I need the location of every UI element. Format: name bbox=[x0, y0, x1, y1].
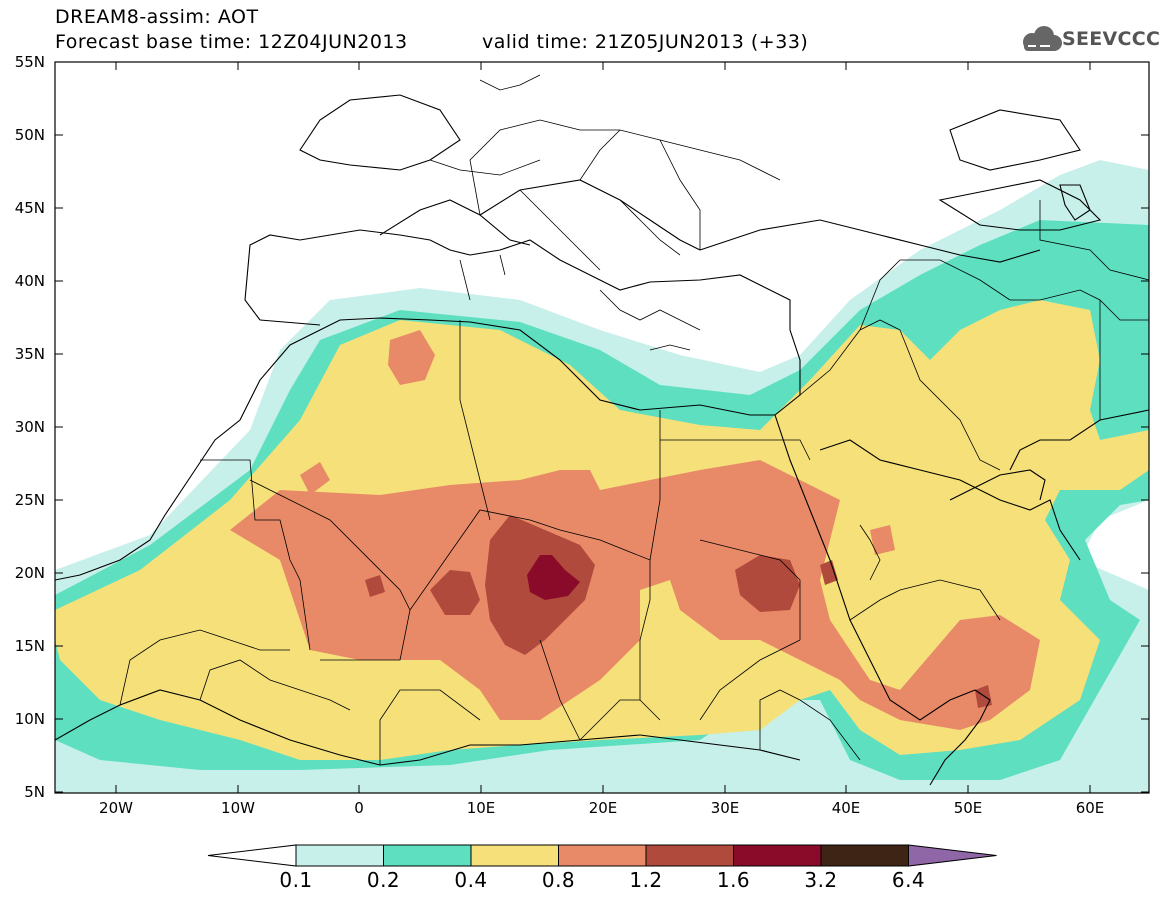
valid-time: valid time: 21Z05JUN2013 (+33) bbox=[482, 31, 809, 53]
lat-label: 40N bbox=[14, 272, 45, 290]
title-line-2: Forecast base time: 12Z04JUN2013 bbox=[55, 31, 408, 53]
colorbar-label: 0.2 bbox=[366, 868, 401, 892]
colorbar-label: 1.2 bbox=[629, 868, 663, 892]
lon-label: 30E bbox=[710, 799, 740, 817]
lon-label: 50E bbox=[953, 799, 983, 817]
aot-1.6-region bbox=[527, 555, 580, 600]
colorbar-label: 0.8 bbox=[541, 868, 576, 892]
colorbar-label: 0.1 bbox=[279, 868, 313, 892]
lat-label: 5N bbox=[24, 783, 45, 801]
lat-label: 35N bbox=[14, 345, 45, 363]
logo-text: SEEVCCC bbox=[1062, 28, 1161, 50]
seevccc-logo bbox=[1023, 26, 1062, 51]
lat-label: 15N bbox=[14, 637, 45, 655]
lon-label: 10W bbox=[221, 799, 255, 817]
colorbar-swatch bbox=[733, 844, 822, 867]
lat-label: 45N bbox=[14, 199, 45, 217]
lon-label: 40E bbox=[831, 799, 861, 817]
colorbar-over-arrow bbox=[908, 844, 997, 867]
colorbar-label: 0.4 bbox=[454, 868, 488, 892]
colorbar-label: 6.4 bbox=[891, 868, 926, 892]
lat-label: 10N bbox=[14, 710, 45, 728]
aot-0.8-region bbox=[230, 460, 1040, 730]
colorbar-label: 3.2 bbox=[804, 868, 838, 892]
colorbar-swatch bbox=[645, 844, 734, 867]
lat-label: 20N bbox=[14, 564, 45, 582]
lon-label: 20E bbox=[588, 799, 618, 817]
lat-label: 55N bbox=[14, 53, 45, 71]
lat-label: 30N bbox=[14, 418, 45, 436]
lon-label: 10E bbox=[466, 799, 496, 817]
colorbar-swatch bbox=[820, 844, 909, 867]
lon-label: 0 bbox=[354, 799, 364, 817]
colorbar-swatch bbox=[558, 844, 647, 867]
colorbar-label: 1.6 bbox=[716, 868, 751, 892]
colorbar-swatch bbox=[383, 844, 472, 867]
lon-label: 60E bbox=[1075, 799, 1105, 817]
title-line-1: DREAM8-assim: AOT bbox=[55, 6, 259, 28]
lon-label: 20W bbox=[99, 799, 133, 817]
colorbar-swatch bbox=[470, 844, 559, 867]
lat-label: 25N bbox=[14, 491, 45, 509]
colorbar-under-arrow bbox=[207, 844, 297, 867]
lat-label: 50N bbox=[14, 126, 45, 144]
colorbar-swatch bbox=[295, 844, 384, 867]
aot-1.2-region bbox=[430, 570, 480, 615]
